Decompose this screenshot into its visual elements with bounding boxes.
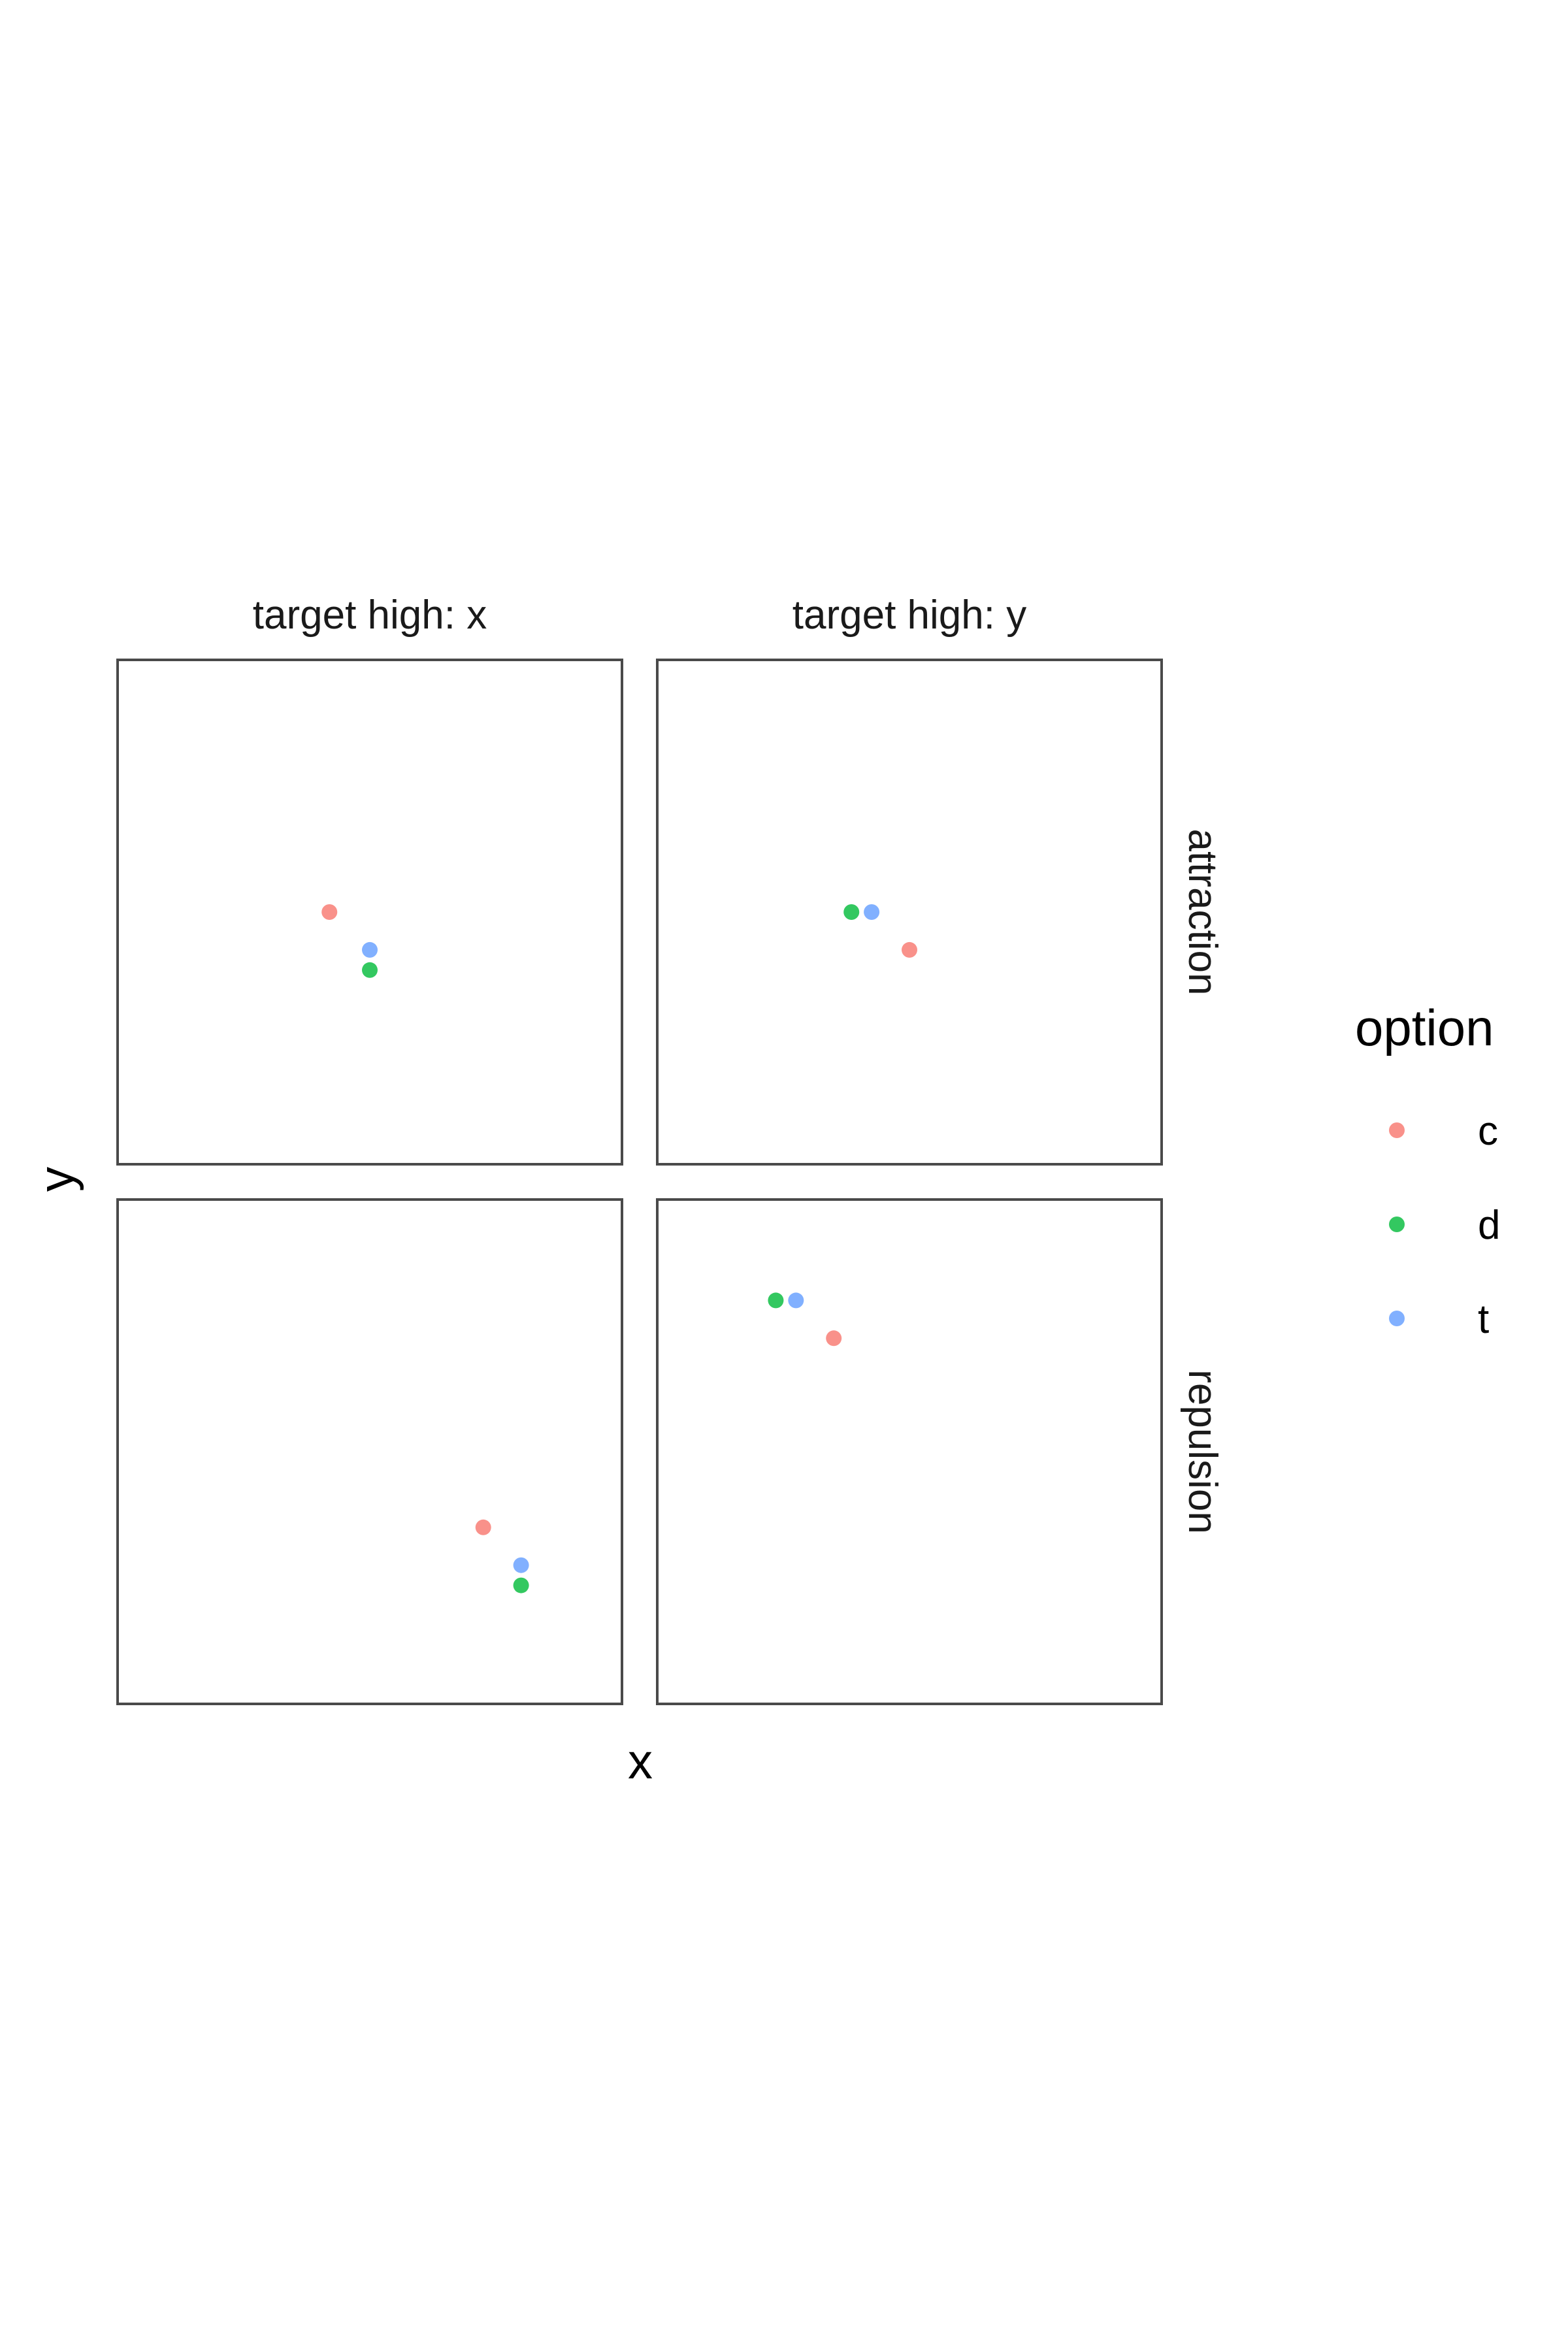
panel-frame xyxy=(116,659,623,1166)
legend-key-d xyxy=(1389,1217,1405,1232)
point-c xyxy=(475,1519,491,1535)
facet-strip-col-1: target high: x xyxy=(253,593,487,638)
panel-frame xyxy=(656,1198,1163,1705)
panel-repulsion-col-2 xyxy=(656,1198,1163,1705)
legend-label-t: t xyxy=(1478,1297,1489,1342)
panel-frame xyxy=(116,1198,623,1705)
point-d xyxy=(843,904,860,920)
point-t xyxy=(513,1557,529,1573)
legend: option c d t xyxy=(1355,999,1500,1342)
legend-key-c xyxy=(1389,1122,1405,1138)
point-t xyxy=(788,1292,804,1309)
point-t xyxy=(864,904,880,920)
panel-attraction-col-1 xyxy=(116,659,623,1166)
facet-strips: target high: x target high: y attraction re… xyxy=(253,593,1225,1534)
point-d xyxy=(513,1577,529,1593)
legend-key-t xyxy=(1389,1311,1405,1326)
point-d xyxy=(362,962,378,978)
point-t xyxy=(362,941,378,958)
panel-frame xyxy=(656,659,1163,1166)
facet-strip-col-2: target high: y xyxy=(792,593,1026,638)
legend-label-d: d xyxy=(1478,1203,1500,1248)
point-c xyxy=(321,904,338,920)
panel-attraction-col-2 xyxy=(656,659,1163,1166)
facet-strip-row-repulsion: repulsion xyxy=(1180,1369,1225,1534)
facet-strip-row-attraction: attraction xyxy=(1180,828,1225,995)
point-c xyxy=(826,1330,842,1347)
y-axis-title: y xyxy=(29,1167,84,1192)
panels-layer xyxy=(116,659,1163,1705)
point-d xyxy=(768,1292,784,1309)
panel-repulsion-col-1 xyxy=(116,1198,623,1705)
legend-title: option xyxy=(1355,999,1494,1056)
point-c xyxy=(902,941,917,958)
x-axis-title: x xyxy=(628,1734,653,1789)
legend-label-c: c xyxy=(1478,1109,1498,1154)
